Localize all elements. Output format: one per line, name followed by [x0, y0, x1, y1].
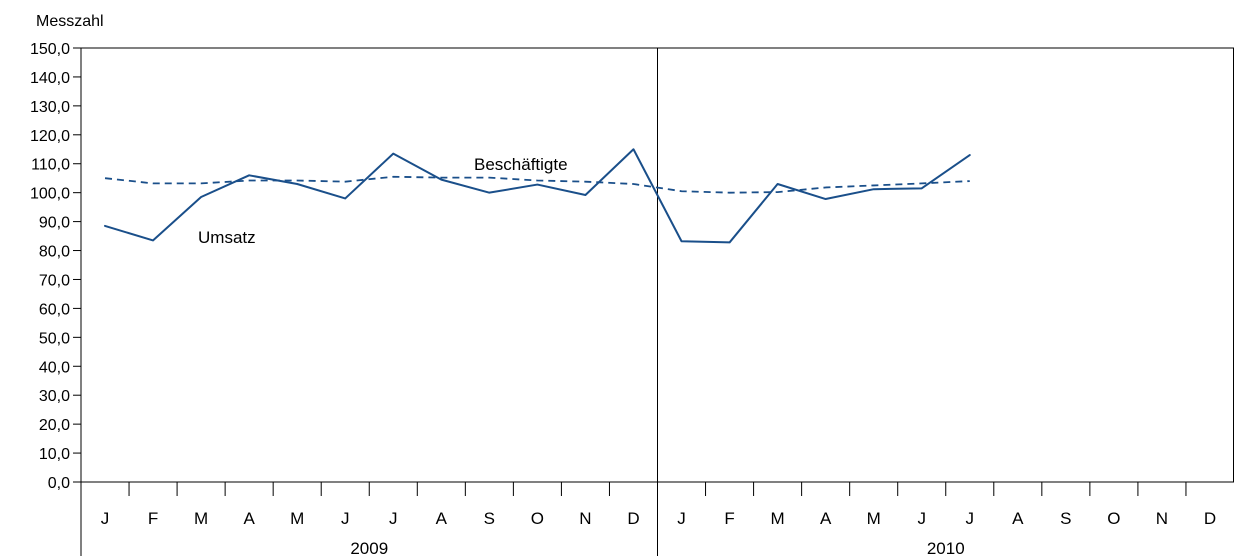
y-tick-label: 70,0: [39, 272, 70, 289]
y-axis-label: Messzahl: [36, 13, 104, 30]
year-labels: 2009 2010: [350, 48, 965, 556]
series-line-beschaeftigte: [104, 175, 970, 194]
x-tick-label: N: [579, 509, 591, 528]
series-label-beschaeftigte: Beschäftigte: [474, 155, 568, 174]
year-label: 2010: [927, 539, 965, 556]
y-tick-label: 140,0: [30, 70, 70, 87]
x-tick-label: M: [771, 509, 785, 528]
y-axis-ticks: 0,0 10,0 20,0 30,0 40,0 50,0 60,0 70,0 80,0 90,0 1…: [30, 41, 81, 492]
x-tick-label: S: [484, 509, 495, 528]
series-label-umsatz: Umsatz: [198, 228, 256, 247]
x-tick-label: M: [867, 509, 881, 528]
x-tick-label: N: [1156, 509, 1168, 528]
y-tick-label: 0,0: [48, 475, 70, 492]
x-tick-label: M: [194, 509, 208, 528]
x-tick-label: J: [917, 509, 926, 528]
year-label: 2009: [350, 539, 388, 556]
y-tick-label: 50,0: [39, 330, 70, 347]
y-tick-label: 90,0: [39, 215, 70, 232]
x-tick-label: J: [677, 509, 686, 528]
y-tick-label: 120,0: [30, 128, 70, 145]
y-tick-label: 100,0: [30, 186, 70, 203]
y-tick-label: 110,0: [31, 157, 70, 174]
series-line-umsatz: [104, 148, 971, 244]
x-tick-label: J: [966, 509, 975, 528]
y-tick-label: 40,0: [39, 359, 70, 376]
x-tick-label: S: [1060, 509, 1071, 528]
x-tick-label: O: [531, 509, 544, 528]
x-tick-label: D: [1204, 509, 1216, 528]
x-tick-label: F: [724, 509, 734, 528]
y-tick-label: 60,0: [39, 301, 70, 318]
y-tick-label: 30,0: [39, 388, 70, 405]
series-lines: [104, 148, 971, 244]
y-tick-label: 80,0: [39, 244, 70, 261]
y-tick-label: 10,0: [39, 446, 70, 463]
x-tick-label: M: [290, 509, 304, 528]
x-tick-label: D: [627, 509, 639, 528]
y-tick-label: 130,0: [30, 99, 70, 116]
x-tick-label: A: [1012, 509, 1024, 528]
x-tick-label: F: [148, 509, 158, 528]
y-tick-label: 150,0: [30, 41, 70, 58]
x-tick-label: O: [1107, 509, 1120, 528]
y-tick-label: 20,0: [39, 417, 70, 434]
x-tick-label: A: [436, 509, 448, 528]
x-tick-label: A: [820, 509, 832, 528]
x-tick-label: J: [341, 509, 350, 528]
x-tick-label: J: [389, 509, 398, 528]
x-tick-label: J: [101, 509, 110, 528]
x-tick-label: A: [243, 509, 255, 528]
